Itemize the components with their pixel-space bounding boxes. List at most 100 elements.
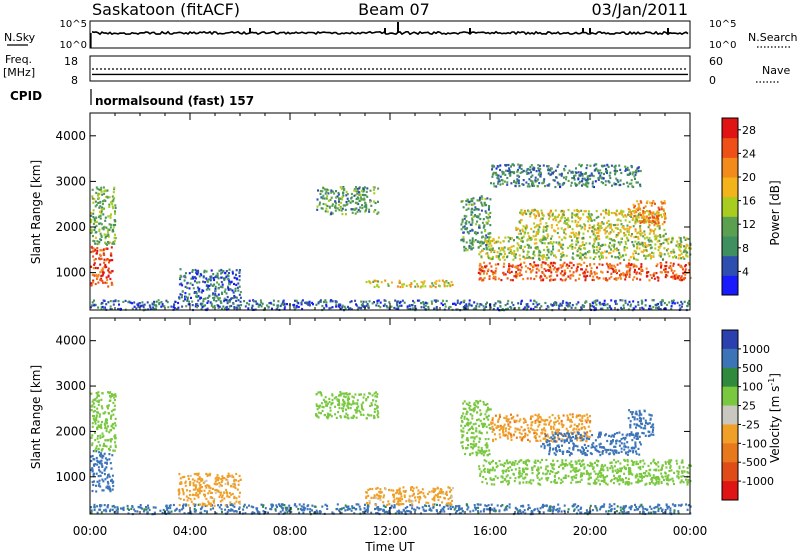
power-echo-cell [105,276,108,279]
power-echo-cell [206,279,209,282]
power-echo-cell [373,200,375,203]
power-echo-cell [452,302,454,305]
power-echo-cell [295,299,298,302]
vel-echo-cell [650,511,653,514]
power-echo-cell [609,171,612,174]
vel-echo-cell [103,509,105,512]
power-echo-cell [463,249,466,252]
power-echo-cell [659,243,662,246]
vel-echo-cell [628,506,631,509]
vel-echo-cell [243,503,246,506]
power-echo-cell [363,194,365,197]
power-echo-cell [616,179,619,182]
power-echo-cell [644,245,647,248]
power-echo-cell [494,272,497,275]
vel-echo-cell [514,506,517,509]
power-echo-cell [626,181,629,184]
power-echo-cell [593,169,596,172]
power-echo-cell [344,208,347,211]
vel-echo-cell [217,490,220,493]
power-echo-cell [570,239,573,242]
vel-echo-cell [346,416,349,419]
power-echo-cell [184,285,187,288]
vel-echo-cell [94,397,97,401]
power-echo-cell [527,246,530,249]
power-echo-cell [559,243,562,246]
power-echo-cell [613,248,616,251]
vel-echo-cell [577,509,580,512]
power-echo-cell [593,219,596,222]
vel-echo-cell [346,404,349,407]
power-echo-cell [217,283,220,286]
vel-echo-cell [336,507,339,511]
power-echo-cell [149,308,152,311]
power-echo-cell [628,273,631,276]
power-echo-cell [658,239,661,242]
power-echo-cell [354,299,357,302]
vel-echo-cell [180,481,183,484]
power-echo-cell [657,305,660,308]
vel-echo-cell [623,510,626,513]
power-echo-cell [604,211,607,214]
vel-echo-cell [286,511,289,514]
power-echo-cell [213,299,216,302]
power-echo-cell [474,239,477,242]
vel-echo-cell [373,416,376,420]
vel-echo-cell [508,503,511,506]
power-echo-cell [624,273,627,276]
power-echo-cell [478,226,480,229]
power-echo-cell [649,230,652,233]
power-echo-cell [110,254,113,257]
power-echo-cell [142,304,145,307]
power-echo-cell [648,240,651,243]
vel-echo-cell [685,503,688,506]
vel-echo-cell [315,512,318,515]
power-echo-cell [202,305,205,308]
vel-echo-cell [230,475,233,478]
vel-echo-cell [203,489,206,492]
vel-echo-cell [377,508,380,511]
power-echo-cell [530,227,533,230]
power-echo-cell [578,245,581,248]
vel-echo-cell [217,504,220,507]
power-echo-cell [653,216,655,219]
power-echo-cell [179,293,182,296]
vel-echo-cell [111,474,114,477]
vel-echo-cell [178,496,180,499]
vel-echo-cell [647,511,650,514]
power-echo-cell [679,254,682,257]
vel-echo-cell [122,508,125,512]
power-echo-cell [574,183,577,186]
power-echo-cell [656,210,659,213]
power-echo-cell [91,250,94,253]
power-echo-cell [685,246,687,249]
power-echo-cell [108,271,111,274]
power-echo-cell [501,308,504,311]
power-echo-cell [665,238,668,241]
power-echo-cell [319,192,322,196]
power-echo-cell [506,181,509,184]
power-echo-cell [621,211,624,214]
vel-echo-cell [594,505,597,508]
power-echo-cell [365,207,368,210]
vel-echo-cell [344,509,347,512]
vel-echo-cell [126,504,129,508]
power-echo-cell [307,301,309,304]
power-echo-cell [548,169,551,172]
power-echo-cell [637,166,640,169]
power-echo-cell [634,240,637,243]
power-echo-cell [485,252,488,255]
vel-echo-cell [450,507,452,511]
power-echo-cell [585,182,587,185]
power-echo-cell [654,243,657,246]
power-echo-cell [324,192,327,195]
vel-echo-cell [669,507,672,510]
power-echo-cell [463,217,466,220]
vel-echo-cell [233,480,236,483]
power-echo-cell [652,274,655,277]
vel-echo-cell [372,399,374,402]
power-echo-cell [499,168,501,172]
power-echo-cell [470,208,473,211]
power-echo-cell [588,215,591,218]
power-echo-cell [498,300,501,303]
